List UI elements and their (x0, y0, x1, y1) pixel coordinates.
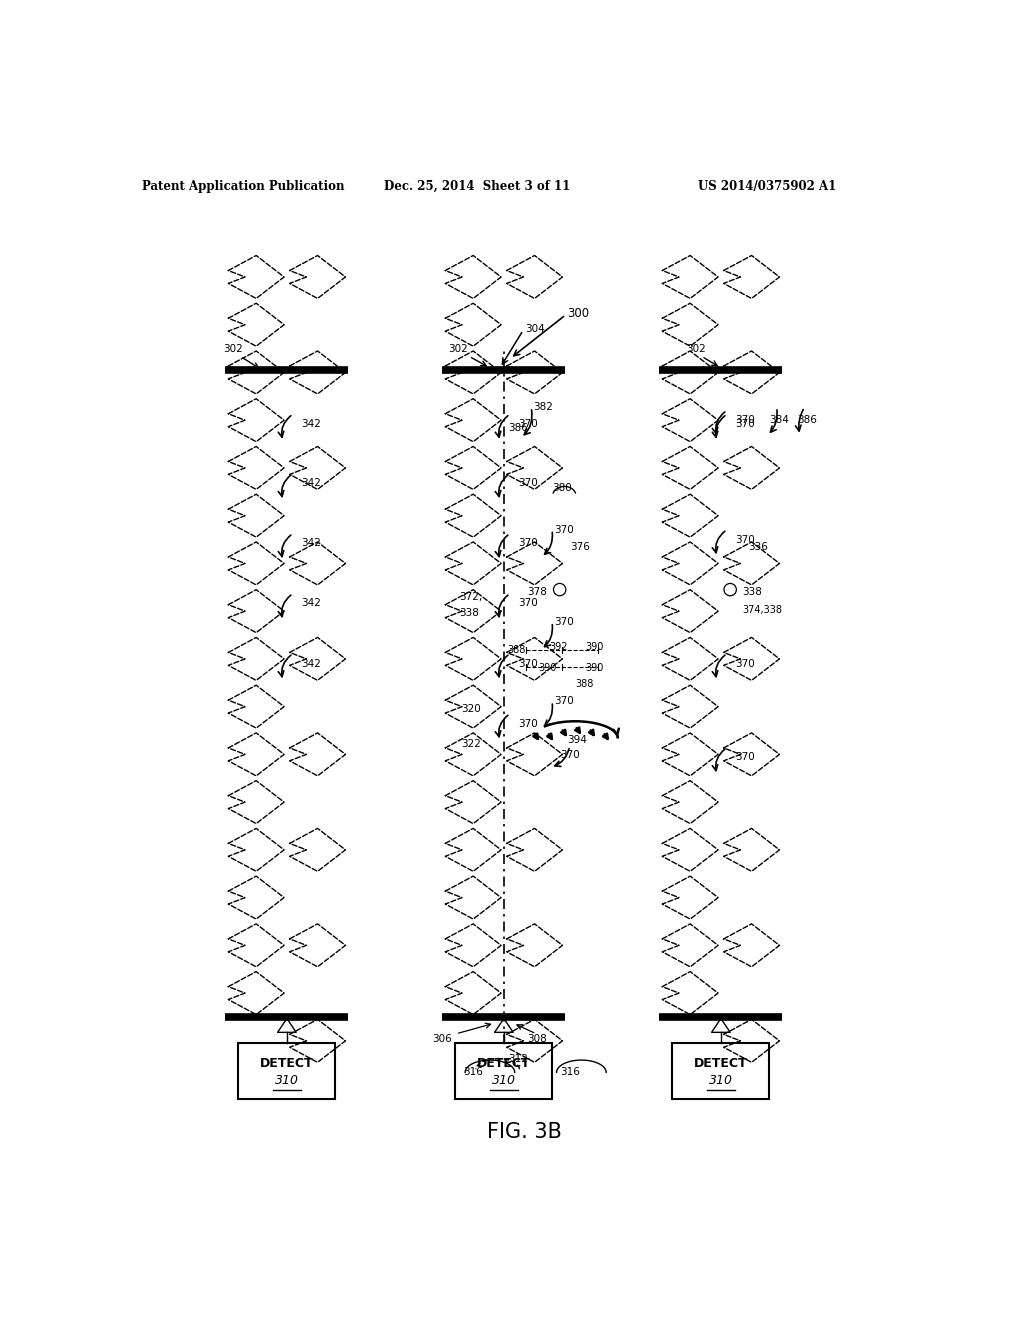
Text: 386: 386 (508, 422, 527, 433)
Text: 386: 386 (797, 416, 817, 425)
Text: 370: 370 (554, 616, 574, 627)
Text: 300: 300 (567, 306, 590, 319)
Text: 320: 320 (461, 704, 481, 714)
Text: 370: 370 (735, 416, 755, 425)
Text: 342: 342 (301, 539, 321, 548)
Text: 338: 338 (742, 587, 763, 597)
Text: 316: 316 (560, 1068, 580, 1077)
Text: 342: 342 (301, 659, 321, 668)
Text: 370: 370 (735, 659, 755, 668)
Text: 370: 370 (735, 418, 755, 429)
Text: FIG. 3B: FIG. 3B (487, 1122, 562, 1142)
Text: 322: 322 (461, 739, 481, 750)
Text: 342: 342 (301, 598, 321, 609)
Text: 390: 390 (539, 663, 557, 673)
Text: 370: 370 (518, 659, 538, 668)
Text: 310: 310 (274, 1073, 299, 1086)
Text: 302: 302 (223, 343, 243, 354)
Text: 390: 390 (586, 642, 603, 652)
Text: 370: 370 (554, 524, 574, 535)
Text: 316: 316 (464, 1068, 483, 1077)
Text: 370: 370 (518, 478, 538, 488)
Text: Patent Application Publication: Patent Application Publication (142, 180, 344, 193)
Text: 370: 370 (518, 718, 538, 729)
Text: 380: 380 (552, 483, 571, 492)
Text: DETECT: DETECT (260, 1056, 313, 1069)
Text: 370: 370 (560, 750, 580, 760)
Text: DETECT: DETECT (694, 1056, 748, 1069)
Text: 342: 342 (301, 418, 321, 429)
Text: 394: 394 (567, 735, 588, 744)
Text: 308: 308 (527, 1034, 547, 1044)
Text: DETECT: DETECT (477, 1056, 530, 1069)
Text: 376: 376 (569, 543, 590, 552)
Text: 390: 390 (586, 663, 603, 673)
Text: 342: 342 (301, 478, 321, 488)
Text: 370: 370 (518, 539, 538, 548)
Text: 374,338: 374,338 (742, 606, 782, 615)
Text: 382: 382 (534, 403, 553, 412)
Text: 310: 310 (492, 1073, 516, 1086)
Text: 388: 388 (508, 644, 526, 655)
Text: 336: 336 (748, 543, 768, 552)
Text: 388: 388 (575, 678, 594, 689)
Text: 310: 310 (709, 1073, 733, 1086)
Text: 338: 338 (459, 607, 479, 618)
Text: US 2014/0375902 A1: US 2014/0375902 A1 (697, 180, 836, 193)
Text: 370: 370 (735, 752, 755, 763)
Text: 370: 370 (554, 696, 574, 706)
Text: 370: 370 (735, 535, 755, 545)
Text: 302: 302 (449, 343, 468, 354)
Text: 392: 392 (549, 642, 567, 652)
Text: 370: 370 (518, 598, 538, 609)
Bar (673, 1043, 769, 1098)
Text: Dec. 25, 2014  Sheet 3 of 11: Dec. 25, 2014 Sheet 3 of 11 (384, 180, 570, 193)
Text: 312: 312 (509, 1055, 528, 1064)
Text: 384: 384 (769, 416, 788, 425)
Text: 304: 304 (524, 323, 545, 334)
Text: 378: 378 (527, 587, 547, 597)
Text: 372,: 372, (459, 593, 482, 602)
Bar (456, 1043, 552, 1098)
Text: 370: 370 (518, 418, 538, 429)
Text: 306: 306 (432, 1034, 453, 1044)
Text: 302: 302 (686, 343, 706, 354)
Bar (239, 1043, 335, 1098)
